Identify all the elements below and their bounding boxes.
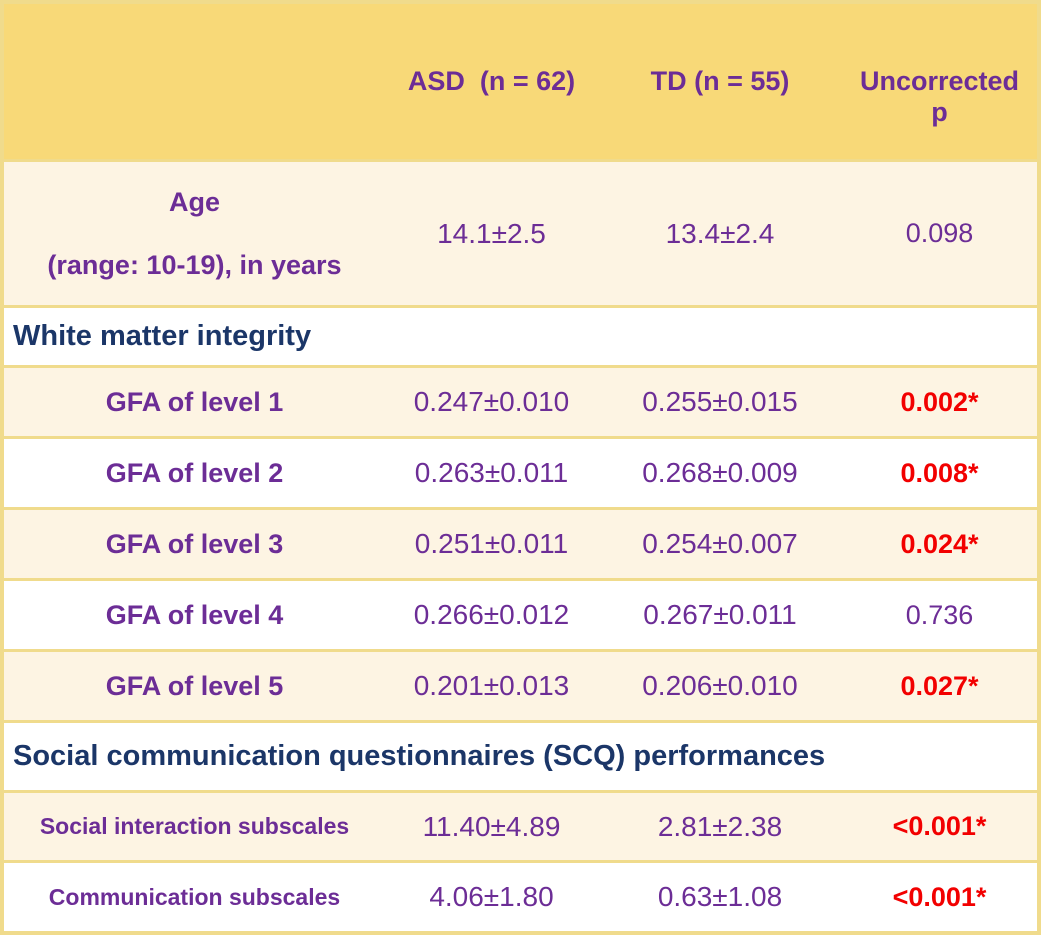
section-title-scq-performances: Social communication questionnaires (SCQ… <box>4 720 1037 791</box>
social-interaction-asd-value: 11.40±4.89 <box>385 790 598 861</box>
section-row-white-matter-integrity: White matter integrity <box>4 305 1037 366</box>
table-row-gfa-level-2: GFA of level 2 0.263±0.011 0.268±0.009 0… <box>4 436 1037 508</box>
gfa4-p-value: 0.736 <box>842 578 1037 650</box>
row-label-communication-subscales: Communication subscales <box>4 860 385 932</box>
table-row-gfa-level-3: GFA of level 3 0.251±0.011 0.254±0.007 0… <box>4 507 1037 579</box>
column-header-empty <box>4 4 385 160</box>
gfa1-asd-value: 0.247±0.010 <box>385 365 598 437</box>
column-header-uncorrected-p: Uncorrected p <box>842 4 1037 160</box>
row-label-social-interaction-subscales: Social interaction subscales <box>4 790 385 861</box>
row-label-gfa-level-1: GFA of level 1 <box>4 365 385 437</box>
table-row-gfa-level-5: GFA of level 5 0.201±0.013 0.206±0.010 0… <box>4 649 1037 721</box>
communication-p-value: <0.001* <box>842 860 1037 932</box>
gfa5-p-value: 0.027* <box>842 649 1037 721</box>
gfa1-p-value: 0.002* <box>842 365 1037 437</box>
section-row-scq-performances: Social communication questionnaires (SCQ… <box>4 720 1037 791</box>
age-p-value: 0.098 <box>842 159 1037 306</box>
section-title-white-matter-integrity: White matter integrity <box>4 305 1037 366</box>
table-row-gfa-level-4: GFA of level 4 0.266±0.012 0.267±0.011 0… <box>4 578 1037 650</box>
gfa2-asd-value: 0.263±0.011 <box>385 436 598 508</box>
row-label-gfa-level-5: GFA of level 5 <box>4 649 385 721</box>
age-asd-value: 14.1±2.5 <box>385 159 598 306</box>
table-row-communication-subscales: Communication subscales 4.06±1.80 0.63±1… <box>4 860 1037 932</box>
row-label-gfa-level-4: GFA of level 4 <box>4 578 385 650</box>
social-interaction-p-value: <0.001* <box>842 790 1037 861</box>
communication-td-value: 0.63±1.08 <box>598 860 842 932</box>
gfa2-td-value: 0.268±0.009 <box>598 436 842 508</box>
gfa5-td-value: 0.206±0.010 <box>598 649 842 721</box>
gfa1-td-value: 0.255±0.015 <box>598 365 842 437</box>
row-label-gfa-level-3: GFA of level 3 <box>4 507 385 579</box>
column-header-uncorrected-p-label: Uncorrected p <box>859 66 1027 128</box>
row-label-gfa-level-2: GFA of level 2 <box>4 436 385 508</box>
gfa4-td-value: 0.267±0.011 <box>598 578 842 650</box>
column-header-td: TD (n = 55) <box>598 4 842 160</box>
gfa3-asd-value: 0.251±0.011 <box>385 507 598 579</box>
age-label-line2: (range: 10-19), in years <box>47 249 342 280</box>
column-header-asd: ASD (n = 62) <box>385 4 598 160</box>
gfa2-p-value: 0.008* <box>842 436 1037 508</box>
row-label-age: Age (range: 10-19), in years <box>4 159 385 306</box>
communication-asd-value: 4.06±1.80 <box>385 860 598 932</box>
age-label-line1: Age <box>168 186 220 217</box>
table-row-age: Age (range: 10-19), in years 14.1±2.5 13… <box>4 159 1037 306</box>
gfa4-asd-value: 0.266±0.012 <box>385 578 598 650</box>
table-row-social-interaction-subscales: Social interaction subscales 11.40±4.89 … <box>4 790 1037 861</box>
table-row-gfa-level-1: GFA of level 1 0.247±0.010 0.255±0.015 0… <box>4 365 1037 437</box>
gfa3-p-value: 0.024* <box>842 507 1037 579</box>
gfa5-asd-value: 0.201±0.013 <box>385 649 598 721</box>
gfa3-td-value: 0.254±0.007 <box>598 507 842 579</box>
social-interaction-td-value: 2.81±2.38 <box>598 790 842 861</box>
age-td-value: 13.4±2.4 <box>598 159 842 306</box>
table-header-row: ASD (n = 62) TD (n = 55) Uncorrected p <box>4 4 1037 160</box>
